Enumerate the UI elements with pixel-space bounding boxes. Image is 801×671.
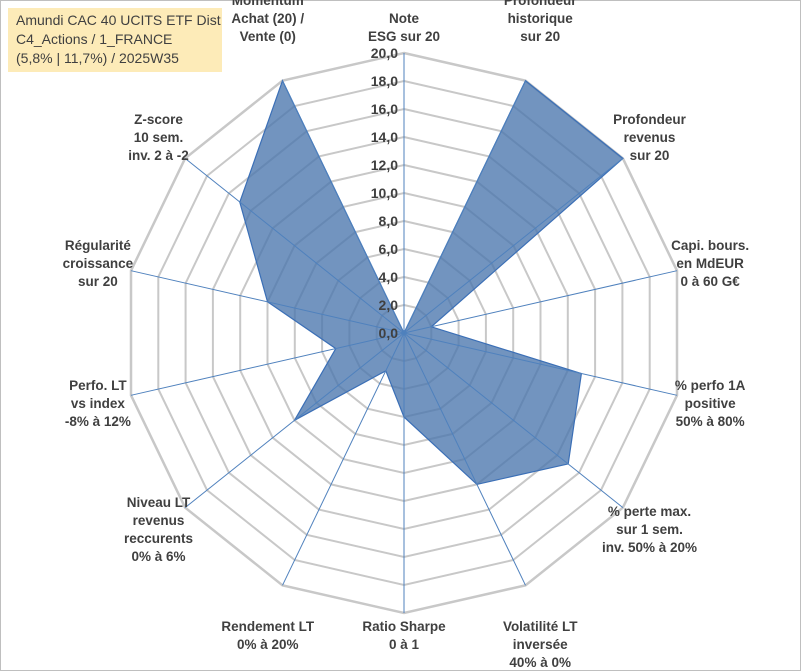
axis-label-13-line-0: Momentum (232, 0, 304, 8)
axis-label-0: Note ESG sur 20 (368, 11, 440, 44)
axis-label-13: Momentum Achat (20) / Vente (0) (231, 0, 304, 44)
axis-label-10-line-0: Perfo. LT (69, 378, 127, 393)
axis-label-7-line-1: 0 à 1 (389, 637, 420, 652)
axis-label-5-line-2: inv. 50% à 20% (602, 540, 697, 555)
spoke-9 (184, 332, 405, 508)
axis-label-7: Ratio Sharpe 0 à 1 (362, 619, 446, 652)
axis-label-1: Profondeur historique sur 20 (504, 0, 577, 44)
axis-label-7-line-0: Ratio Sharpe (362, 619, 446, 634)
chart-title-box: Amundi CAC 40 UCITS ETF Dist C4_Actions … (8, 8, 222, 72)
axis-label-9-line-2: reccurents (124, 531, 193, 546)
radar-series (239, 79, 624, 486)
axis-label-12: Z-score 10 sem. inv. 2 à -2 (128, 112, 189, 163)
series-area (239, 79, 624, 486)
axis-label-1-line-0: Profondeur (504, 0, 577, 8)
axis-label-8-line-1: 0% à 20% (237, 637, 299, 652)
axis-label-5: % perte max. sur 1 sem. inv. 50% à 20% (602, 504, 697, 555)
axis-label-0-line-0: Note (389, 11, 419, 26)
axis-label-2-line-0: Profondeur (613, 112, 686, 127)
chart-title-line-2: C4_Actions / 1_FRANCE (16, 31, 173, 47)
radar-spokes (130, 53, 678, 613)
axis-label-9-line-1: revenus (133, 513, 185, 528)
axis-label-2: Profondeur revenus sur 20 (613, 112, 686, 163)
axis-label-8: Rendement LT 0% à 20% (221, 619, 315, 652)
axis-label-0-line-1: ESG sur 20 (368, 29, 440, 44)
axis-label-10-line-1: vs index (71, 396, 126, 411)
axis-label-9: Niveau LT revenus reccurents 0% à 6% (124, 495, 193, 564)
tick-label-8: 8,0 (379, 213, 399, 229)
axis-label-12-line-0: Z-score (134, 112, 183, 127)
tick-label-16: 16,0 (371, 101, 398, 117)
tick-label-10: 10,0 (371, 185, 398, 201)
tick-label-20: 20,0 (371, 45, 398, 61)
tick-label-18: 18,0 (371, 73, 398, 89)
axis-label-6: Volatilité LT inversée 40% à 0% (503, 619, 578, 670)
axis-label-3-line-1: en MdEUR (676, 256, 744, 271)
axis-label-6-line-2: 40% à 0% (509, 655, 571, 670)
spoke-5 (403, 332, 624, 508)
spoke-8 (282, 332, 405, 586)
axis-label-2-line-1: revenus (624, 130, 676, 145)
axis-label-3: Capi. bours. en MdEUR 0 à 60 G€ (671, 238, 749, 289)
axis-label-9-line-3: 0% à 6% (131, 549, 185, 564)
spoke-11 (130, 270, 405, 334)
spoke-3 (403, 270, 678, 334)
axis-label-11-line-1: croissance (63, 256, 134, 271)
axis-label-10: Perfo. LT vs index -8% à 12% (65, 378, 131, 429)
spoke-10 (130, 332, 405, 396)
axis-label-4: % perfo 1A positive 50% à 80% (675, 378, 746, 429)
axis-label-5-line-0: % perte max. (608, 504, 691, 519)
axis-label-3-line-2: 0 à 60 G€ (680, 274, 740, 289)
axis-label-4-line-2: 50% à 80% (676, 414, 745, 429)
spoke-13 (282, 80, 405, 334)
axis-label-10-line-2: -8% à 12% (65, 414, 131, 429)
axis-label-8-line-0: Rendement LT (221, 619, 315, 634)
axis-label-13-line-2: Vente (0) (240, 29, 296, 44)
axis-label-2-line-2: sur 20 (630, 148, 670, 163)
chart-title-line-3: (5,8% | 11,7%) / 2025W35 (16, 50, 179, 66)
spoke-4 (403, 332, 678, 396)
axis-label-13-line-1: Achat (20) / (231, 11, 304, 26)
axis-label-1-line-2: sur 20 (520, 29, 560, 44)
axis-label-6-line-1: inversée (513, 637, 568, 652)
spoke-1 (403, 80, 526, 334)
axis-label-4-line-0: % perfo 1A (675, 378, 746, 393)
spoke-12 (184, 158, 405, 334)
axis-label-4-line-1: positive (685, 396, 737, 411)
spoke-6 (403, 332, 526, 586)
chart-title-line-1: Amundi CAC 40 UCITS ETF Dist (16, 12, 221, 28)
axis-label-9-line-0: Niveau LT (127, 495, 191, 510)
axis-label-1-line-1: historique (508, 11, 574, 26)
spoke-2 (403, 158, 624, 334)
tick-label-12: 12,0 (371, 157, 398, 173)
tick-label-0: 0,0 (379, 325, 399, 341)
radar-tick-labels: 0,0 2,0 4,0 6,0 8,0 10,0 12,0 14,0 16,0 18,0 20,0 (371, 45, 398, 341)
axis-label-12-line-2: inv. 2 à -2 (128, 148, 189, 163)
axis-label-11-line-2: sur 20 (78, 274, 118, 289)
tick-label-2: 2,0 (379, 297, 399, 313)
radar-axis-labels: Note ESG sur 20 Profondeur historique sur 20… (63, 0, 749, 670)
axis-label-11-line-0: Régularité (65, 238, 132, 253)
axis-label-3-line-0: Capi. bours. (671, 238, 749, 253)
axis-label-5-line-1: sur 1 sem. (616, 522, 683, 537)
tick-label-6: 6,0 (379, 241, 399, 257)
axis-label-6-line-0: Volatilité LT (503, 619, 578, 634)
tick-label-14: 14,0 (371, 129, 398, 145)
axis-label-12-line-1: 10 sem. (134, 130, 184, 145)
axis-label-11: Régularité croissance sur 20 (63, 238, 134, 289)
tick-label-4: 4,0 (379, 269, 399, 285)
